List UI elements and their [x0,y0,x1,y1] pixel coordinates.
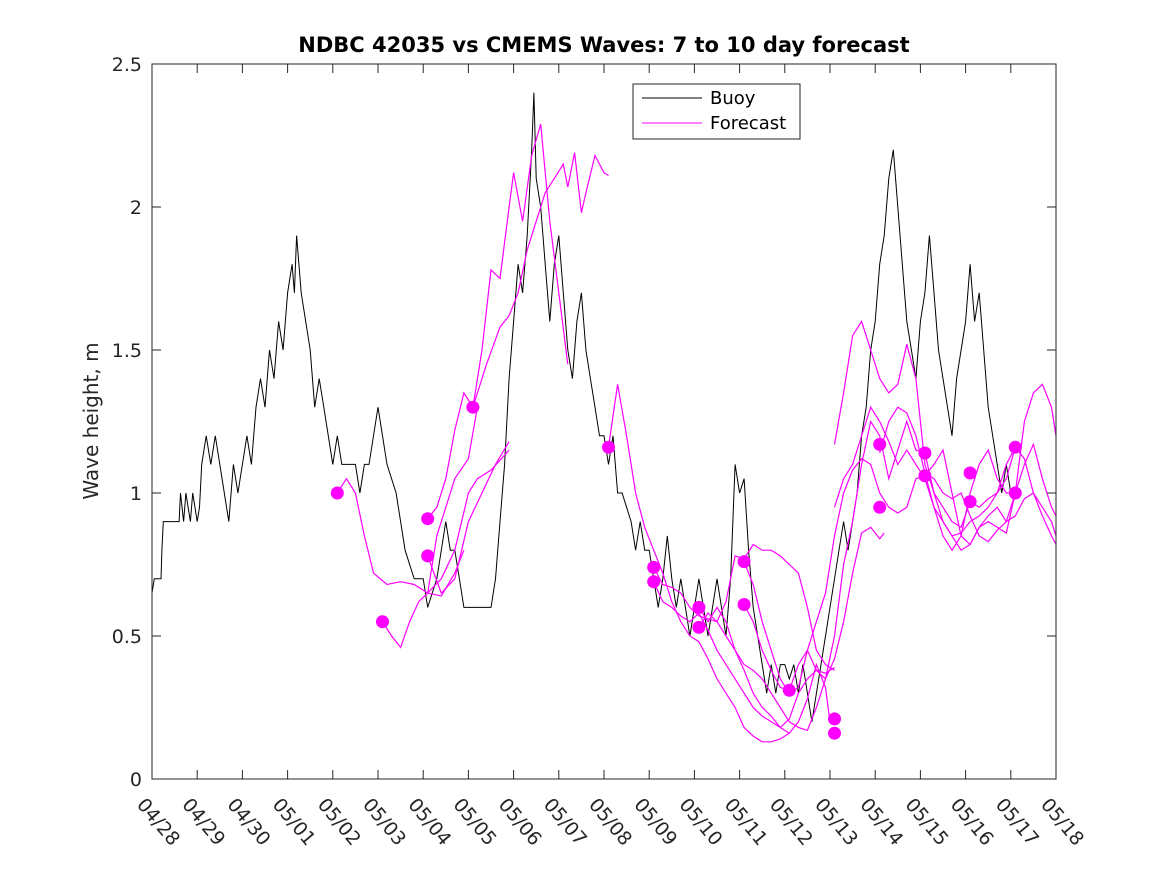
forecast-start-point-21 [963,495,977,509]
forecast-start-point-6 [602,440,615,454]
series-line-forecast-6 [472,152,609,408]
forecast-start-point-22 [1008,440,1022,454]
y-tick-label: 1 [130,483,142,505]
x-axis-ticks: 04/2804/2904/3005/0105/0205/0305/0405/05… [132,794,1088,850]
legend: Buoy Forecast [632,83,801,140]
x-tick-label: 05/16 [946,794,998,850]
legend-box [632,83,801,140]
x-tick-label: 05/11 [720,794,772,850]
y-tick-label: 0.5 [112,626,142,648]
y-axis-label: Wave height, m [79,342,103,499]
x-tick-label: 05/06 [494,794,546,850]
forecast-start-point-15 [828,726,841,740]
x-tick-label: 05/18 [1036,794,1088,850]
x-tick-label: 05/02 [313,794,365,850]
x-tick-label: 05/08 [584,794,636,850]
series-line-forecast-1 [336,477,465,597]
y-tick-label: 2.5 [112,54,142,76]
x-tick-label: 05/10 [675,794,727,850]
series-line-forecast-3 [427,123,569,520]
forecast-start-point-10 [692,620,706,634]
forecast-start-point-20 [963,466,977,480]
series-line-forecast-10 [698,526,885,732]
forecast-start-point-12 [737,598,751,611]
x-tick-label: 05/05 [449,794,501,850]
series-line-forecast-2 [381,407,478,649]
legend-buoy-label: Buoy [710,88,756,109]
chart-title: NDBC 42035 vs CMEMS Waves: 7 to 10 day f… [298,33,909,57]
series-line-forecast-7 [607,384,790,743]
forecast-start-point-16 [873,437,887,451]
forecast-start-point-17 [873,500,887,514]
y-axis-ticks: 0 0.5 1 1.5 2 2.5 [112,54,142,791]
series-line-forecast-17 [924,472,1057,543]
forecast-start-point-14 [828,712,841,726]
y-tick-label: 0 [130,769,142,791]
axes [151,63,1057,780]
x-tick-label: 05/15 [901,794,953,850]
series-line-forecast-9 [653,581,835,729]
legend-forecast-label: Forecast [710,113,786,134]
series-line-forecast-16 [879,406,1057,545]
series-line-forecast-15 [833,405,1057,552]
forecast-start-point-8 [647,575,661,589]
plot-area [151,92,1057,743]
x-tick-label: 05/17 [991,794,1043,850]
x-tick-label: 05/13 [810,794,862,850]
x-tick-label: 05/12 [765,794,817,850]
forecast-start-point-4 [421,549,435,563]
series-line-buoy [151,92,1012,722]
forecast-start-point-18 [918,446,932,460]
y-tick-label: 2 [130,197,142,219]
series-line-forecast-11 [698,612,831,734]
x-tick-label: 05/03 [358,794,410,850]
forecast-start-point-3 [421,512,435,526]
series-line-forecast-12 [743,448,1016,695]
forecast-start-point-11 [737,555,751,569]
forecast-start-point-5 [466,400,480,414]
forecast-start-point-7 [647,560,661,574]
forecast-start-point-23 [1008,486,1022,500]
x-tick-label: 04/29 [177,794,229,850]
x-tick-label: 05/07 [539,794,591,850]
series-line-forecast-5 [427,449,510,594]
x-tick-label: 05/01 [268,794,320,850]
x-tick-label: 05/14 [855,794,907,850]
forecast-start-point-2 [376,615,389,629]
x-tick-label: 04/30 [223,794,275,850]
series-line-forecast-13 [743,419,1016,692]
forecast-start-point-1 [330,486,344,500]
forecast-start-point-13 [782,683,796,697]
x-tick-label: 04/28 [132,794,184,850]
y-tick-label: 1.5 [112,340,142,362]
x-tick-label: 05/04 [403,794,455,850]
forecast-start-point-9 [692,600,706,614]
forecast-start-point-19 [918,469,932,483]
x-tick-label: 05/09 [629,794,681,850]
